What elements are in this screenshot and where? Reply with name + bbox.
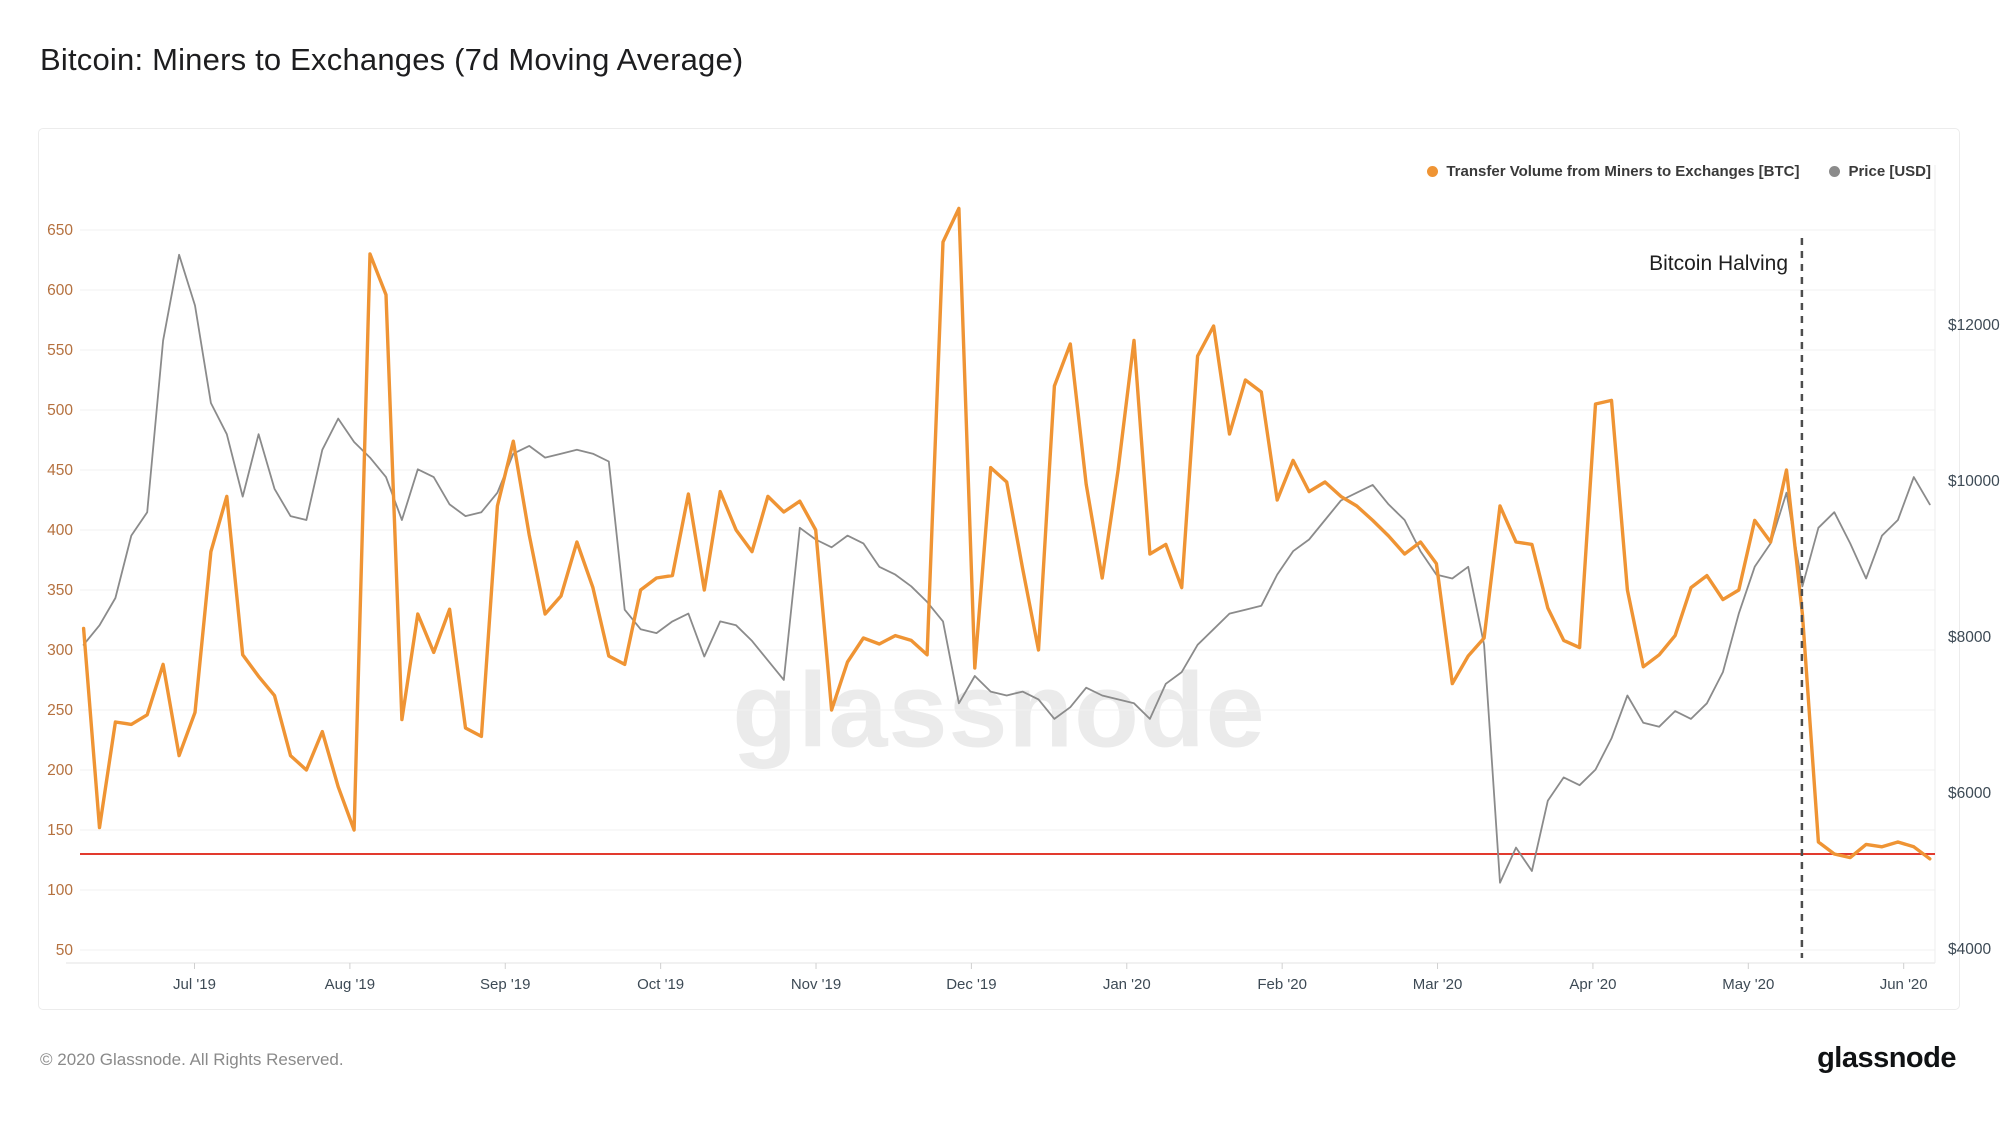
legend-swatch-gray-icon xyxy=(1829,166,1841,177)
halving-annotation: Bitcoin Halving xyxy=(1649,252,1788,275)
legend-item-transfer-volume[interactable]: Transfer Volume from Miners to Exchanges… xyxy=(1427,163,1799,180)
legend-item-price[interactable]: Price [USD] xyxy=(1829,163,1931,180)
left-tick-label: 300 xyxy=(47,642,73,659)
footer-copyright: © 2020 Glassnode. All Rights Reserved. xyxy=(40,1050,344,1069)
x-tick-label: Mar '20 xyxy=(1413,976,1463,993)
gridlines xyxy=(80,229,1935,951)
left-tick-label: 650 xyxy=(47,222,73,239)
legend-swatch-orange-icon xyxy=(1427,166,1439,177)
x-tick-label: Jun '20 xyxy=(1880,976,1928,993)
legend-label: Transfer Volume from Miners to Exchanges… xyxy=(1446,163,1800,180)
x-tick-label: Sep '19 xyxy=(480,976,530,993)
left-tick-label: 250 xyxy=(47,702,73,719)
left-tick-label: 450 xyxy=(47,462,73,479)
legend-label: Price [USD] xyxy=(1848,163,1931,180)
x-tick-label: Dec '19 xyxy=(946,976,996,993)
x-axis-ticks: Jul '19 Aug '19 Sep '19 Oct '19 Nov '19 Dec '… xyxy=(173,963,1928,993)
left-tick-label: 100 xyxy=(47,882,73,899)
right-tick-label: $8000 xyxy=(1948,629,1991,646)
left-tick-label: 350 xyxy=(47,582,73,599)
left-tick-label: 600 xyxy=(47,282,73,299)
right-tick-label: $12000 xyxy=(1948,317,2000,334)
page-title: Bitcoin: Miners to Exchanges (7d Moving … xyxy=(40,42,744,77)
x-tick-label: Oct '19 xyxy=(637,976,684,993)
x-tick-label: May '20 xyxy=(1722,976,1774,993)
x-tick-label: Jul '19 xyxy=(173,976,216,993)
x-tick-label: Aug '19 xyxy=(325,976,375,993)
left-axis-ticks: 650 600 550 500 450 400 350 300 250 200 150 100 50 xyxy=(47,222,73,959)
chart-legend: Transfer Volume from Miners to Exchanges… xyxy=(1427,163,1931,180)
left-tick-label: 200 xyxy=(47,762,73,779)
right-tick-label: $6000 xyxy=(1948,785,1991,802)
left-tick-label: 150 xyxy=(47,822,73,839)
x-tick-label: Apr '20 xyxy=(1569,976,1616,993)
right-tick-label: $4000 xyxy=(1948,941,1991,958)
glassnode-logo: glassnode xyxy=(1817,1042,1956,1074)
transfer-volume-line xyxy=(81,206,1932,861)
price-line xyxy=(82,253,1931,884)
right-tick-label: $10000 xyxy=(1948,473,2000,490)
right-axis-ticks: $12000 $10000 $8000 $6000 $4000 xyxy=(1948,317,2000,958)
x-tick-label: Jan '20 xyxy=(1103,976,1151,993)
left-tick-label: 500 xyxy=(47,402,73,419)
chart-card: glassnode Transfer Volume from Miners to… xyxy=(38,128,1960,1010)
x-tick-label: Feb '20 xyxy=(1257,976,1307,993)
x-tick-label: Nov '19 xyxy=(791,976,841,993)
left-tick-label: 550 xyxy=(47,342,73,359)
left-tick-label: 400 xyxy=(47,522,73,539)
left-tick-label: 50 xyxy=(56,942,74,959)
